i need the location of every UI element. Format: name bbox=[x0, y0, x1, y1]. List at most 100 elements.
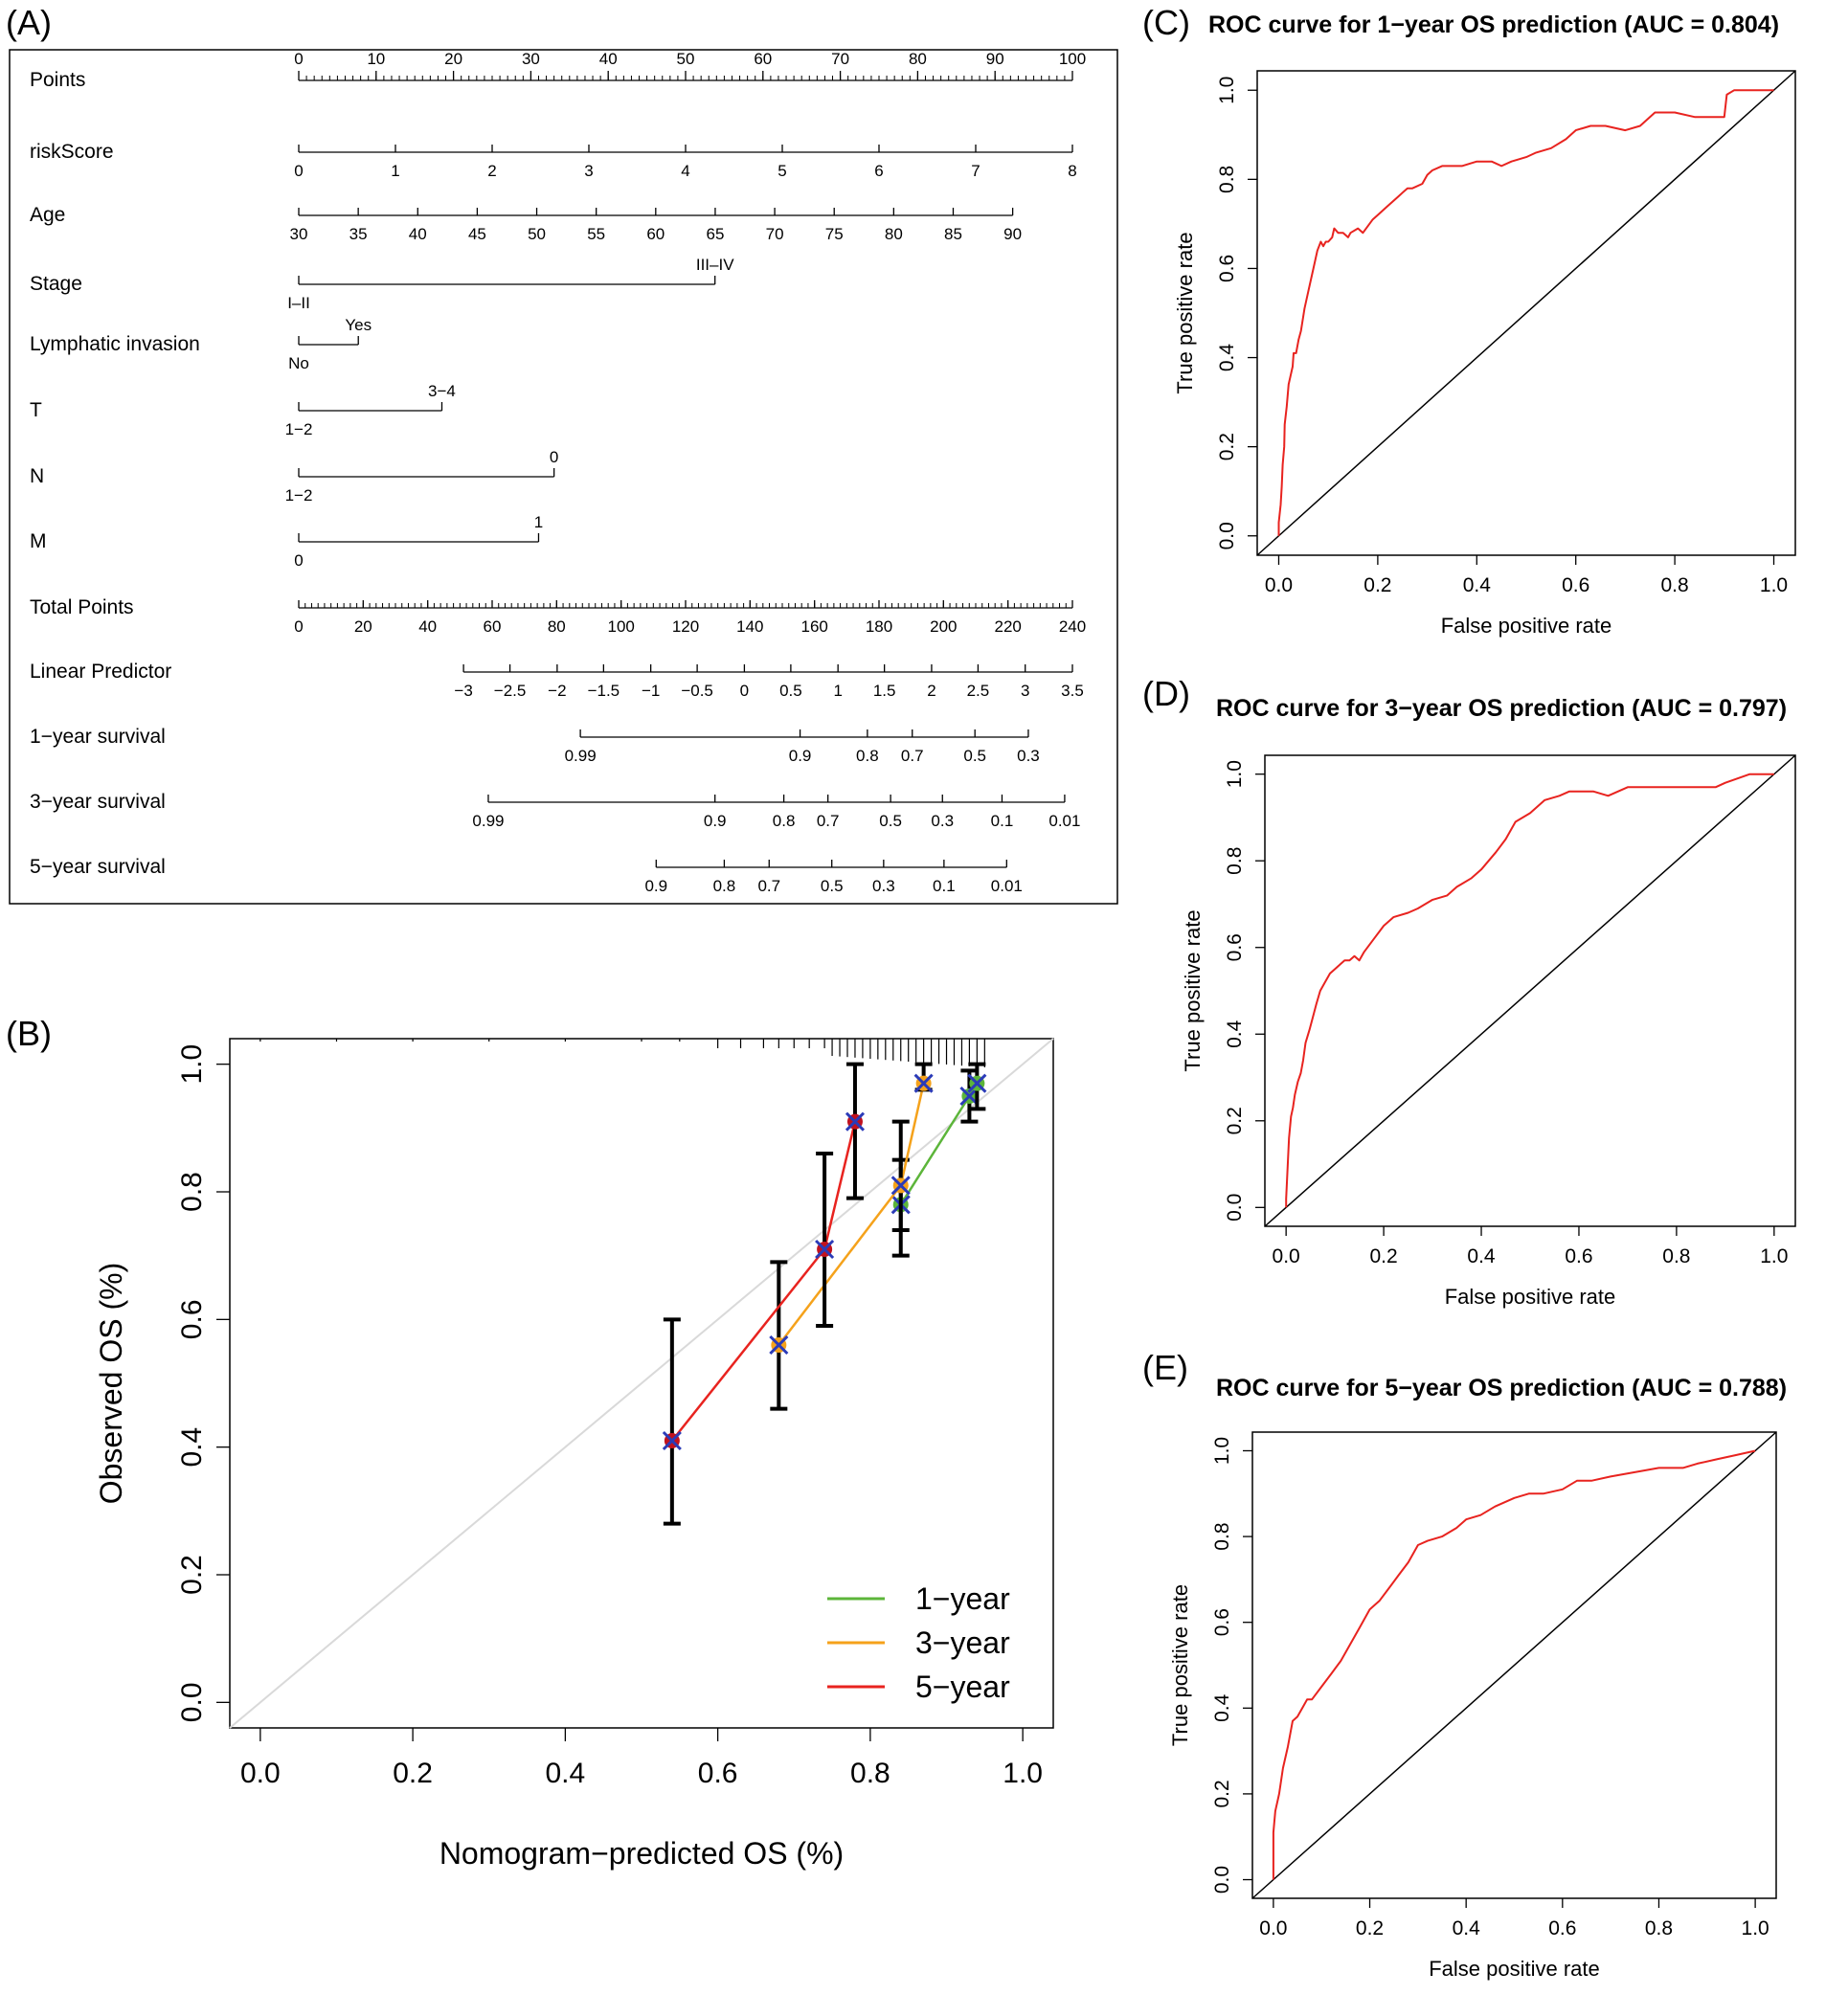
roc-curve bbox=[1272, 1449, 1756, 1880]
x-axis-tick-label: 0.4 bbox=[546, 1758, 586, 1789]
nomogram-level-label: I–II bbox=[287, 294, 310, 312]
nomogram-tick-label: 85 bbox=[944, 225, 962, 243]
nomogram-level-label: No bbox=[288, 354, 309, 372]
panel-e-letter: (E) bbox=[1142, 1348, 1188, 1387]
nomogram-tick-label: 60 bbox=[484, 617, 502, 636]
roc-3-year: ROC curve for 3−year OS prediction (AUC … bbox=[1181, 695, 1796, 1309]
nomogram-tick-label: 0.01 bbox=[991, 877, 1023, 895]
nomogram-tick-label: 30 bbox=[522, 50, 540, 68]
nomogram-tick-label: 140 bbox=[736, 617, 763, 636]
roc-x-tick-label: 0.2 bbox=[1363, 574, 1391, 596]
nomogram-tick-label: 0.5 bbox=[779, 682, 802, 700]
nomogram-level-label: 0 bbox=[294, 551, 303, 570]
nomogram-tick-label: 3 bbox=[584, 162, 593, 180]
roc-x-tick-label: 0.6 bbox=[1562, 574, 1589, 596]
roc-y-tick-label: 0.4 bbox=[1216, 344, 1238, 372]
roc-y-axis-title: True positive rate bbox=[1168, 1584, 1192, 1746]
nomogram-tick-label: −2.5 bbox=[494, 682, 527, 700]
nomogram-tick-label: 0.8 bbox=[713, 877, 736, 895]
nomogram-level-label: 1 bbox=[534, 513, 543, 531]
nomogram-tick-label: 0.9 bbox=[704, 812, 727, 830]
nomogram-tick-label: 80 bbox=[909, 50, 927, 68]
roc-x-tick-label: 0.0 bbox=[1265, 574, 1293, 596]
roc-5-year: ROC curve for 5−year OS prediction (AUC … bbox=[1168, 1375, 1787, 1981]
nomogram-tick-label: 4 bbox=[681, 162, 689, 180]
x-axis-title: Nomogram−predicted OS (%) bbox=[439, 1836, 844, 1871]
cross-marker bbox=[662, 1430, 682, 1451]
nomogram-row-label: Total Points bbox=[30, 596, 134, 618]
ideal-diagonal bbox=[229, 1038, 1054, 1729]
nomogram-tick-label: 180 bbox=[866, 617, 892, 636]
nomogram-row-label: riskScore bbox=[30, 141, 114, 163]
nomogram-tick-label: 8 bbox=[1068, 162, 1076, 180]
nomogram-tick-label: 0 bbox=[294, 617, 303, 636]
nomogram-tick-label: 0.8 bbox=[773, 812, 796, 830]
cross-marker bbox=[913, 1073, 934, 1093]
cross-marker bbox=[845, 1111, 866, 1132]
roc-x-tick-label: 0.8 bbox=[1645, 1917, 1673, 1939]
nomogram-tick-label: 40 bbox=[409, 225, 427, 243]
nomogram-tick-label: 65 bbox=[706, 225, 724, 243]
roc-1-year: ROC curve for 1−year OS prediction (AUC … bbox=[1173, 11, 1796, 638]
nomogram-tick-label: 0.7 bbox=[901, 747, 924, 765]
nomogram-row-label: M bbox=[30, 530, 47, 552]
nomogram-tick-label: −2 bbox=[548, 682, 566, 700]
nomogram-tick-label: 3 bbox=[1021, 682, 1029, 700]
roc-y-tick-label: 1.0 bbox=[1211, 1437, 1233, 1465]
roc-y-tick-label: 0.8 bbox=[1211, 1522, 1233, 1550]
nomogram-tick-label: 200 bbox=[930, 617, 957, 636]
nomogram-tick-label: 100 bbox=[1059, 50, 1086, 68]
nomogram-row-label: Linear Predictor bbox=[30, 661, 171, 683]
nomogram-row-label: Stage bbox=[30, 273, 82, 295]
nomogram-tick-label: 50 bbox=[528, 225, 546, 243]
roc-y-tick-label: 0.4 bbox=[1211, 1693, 1233, 1722]
nomogram-tick-label: 40 bbox=[418, 617, 437, 636]
nomogram-level-label: III–IV bbox=[696, 256, 734, 274]
nomogram-tick-label: 6 bbox=[874, 162, 883, 180]
roc-title: ROC curve for 3−year OS prediction (AUC … bbox=[1216, 695, 1787, 722]
panel-a-letter: (A) bbox=[6, 3, 52, 42]
nomogram-level-label: 1−2 bbox=[285, 420, 313, 438]
nomogram-tick-label: 0.9 bbox=[644, 877, 667, 895]
nomogram-tick-label: 55 bbox=[587, 225, 605, 243]
nomogram-tick-label: 0 bbox=[294, 162, 303, 180]
roc-y-tick-label: 1.0 bbox=[1216, 77, 1238, 104]
x-axis-tick-label: 0.2 bbox=[393, 1758, 433, 1789]
nomogram-tick-label: −1.5 bbox=[588, 682, 620, 700]
roc-y-tick-label: 0.0 bbox=[1211, 1866, 1233, 1894]
nomogram-tick-label: 5 bbox=[778, 162, 786, 180]
roc-title: ROC curve for 5−year OS prediction (AUC … bbox=[1216, 1375, 1787, 1401]
panel-b-letter: (B) bbox=[6, 1014, 52, 1053]
nomogram-tick-label: 30 bbox=[290, 225, 308, 243]
roc-x-axis-title: False positive rate bbox=[1429, 1957, 1600, 1981]
roc-x-tick-label: 0.4 bbox=[1463, 574, 1492, 596]
calibration-line-2 bbox=[899, 1083, 925, 1186]
calibration-line-1 bbox=[899, 1095, 971, 1206]
nomogram-tick-label: 80 bbox=[548, 617, 566, 636]
calibration-line-3 bbox=[823, 1121, 857, 1250]
nomogram-tick-label: 0.8 bbox=[856, 747, 879, 765]
roc-x-tick-label: 0.0 bbox=[1273, 1245, 1300, 1267]
x-axis-tick-label: 1.0 bbox=[1003, 1758, 1043, 1789]
nomogram-tick-label: 0 bbox=[740, 682, 749, 700]
nomogram-level-label: 0 bbox=[550, 448, 558, 466]
nomogram-tick-label: 7 bbox=[971, 162, 980, 180]
roc-frame bbox=[1251, 1431, 1777, 1899]
roc-x-tick-label: 0.4 bbox=[1467, 1245, 1496, 1267]
nomogram-tick-label: 240 bbox=[1059, 617, 1086, 636]
nomogram-tick-label: 0.1 bbox=[933, 877, 956, 895]
nomogram-tick-label: 160 bbox=[801, 617, 828, 636]
roc-x-axis-title: False positive rate bbox=[1445, 1285, 1616, 1309]
cross-marker bbox=[967, 1073, 987, 1093]
y-axis-tick-label: 1.0 bbox=[176, 1044, 208, 1085]
cross-marker bbox=[815, 1239, 835, 1260]
nomogram-row-label: 3−year survival bbox=[30, 791, 166, 813]
roc-x-tick-label: 1.0 bbox=[1742, 1917, 1769, 1939]
roc-y-axis-title: True positive rate bbox=[1173, 232, 1197, 393]
roc-x-tick-label: 1.0 bbox=[1760, 574, 1788, 596]
nomogram-tick-label: 0.3 bbox=[872, 877, 895, 895]
roc-x-tick-label: 0.6 bbox=[1548, 1917, 1576, 1939]
nomogram-tick-label: 75 bbox=[825, 225, 844, 243]
